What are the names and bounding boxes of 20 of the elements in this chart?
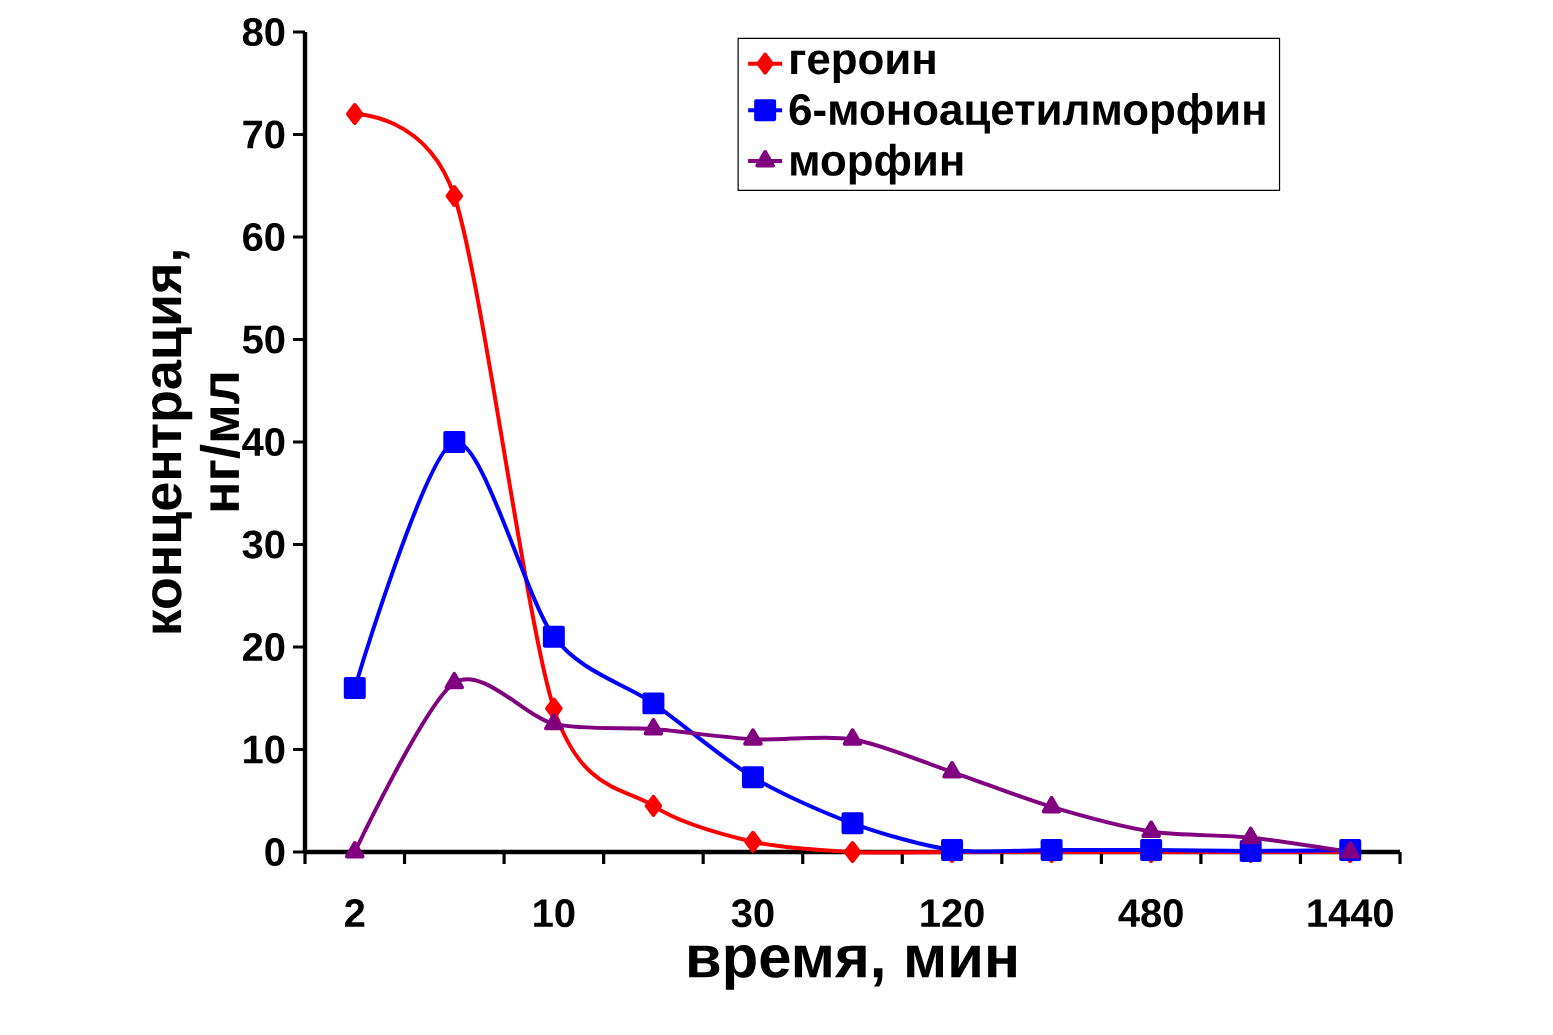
y-tick-label: 30 xyxy=(242,530,285,559)
y-tick-label: 40 xyxy=(242,427,285,457)
y-tick-label: 10 xyxy=(244,735,285,764)
x-tick-label: 2 xyxy=(345,899,365,927)
x-tick-label: 120 xyxy=(921,899,984,928)
legend-label: 6-моноацетилморфин xyxy=(789,92,1265,134)
y-axis-title: концентрация, нг/мл xyxy=(152,251,240,633)
y-tick-label: 0 xyxy=(265,837,285,867)
y-tick-label: 60 xyxy=(243,222,285,252)
y-tick-label: 20 xyxy=(243,632,285,662)
x-tick-label: 1440 xyxy=(1308,899,1393,928)
x-tick-label: 30 xyxy=(731,899,774,928)
legend-label: героин xyxy=(791,50,935,84)
x-tick-label: 10 xyxy=(534,899,575,928)
y-tick-label: 50 xyxy=(242,325,285,354)
x-axis-title: время, мин xyxy=(689,945,1016,990)
y-tick-label: 80 xyxy=(242,17,285,47)
x-tick-label: 480 xyxy=(1118,899,1183,928)
legend-label: морфин xyxy=(791,143,963,185)
y-tick-label: 70 xyxy=(243,120,285,149)
